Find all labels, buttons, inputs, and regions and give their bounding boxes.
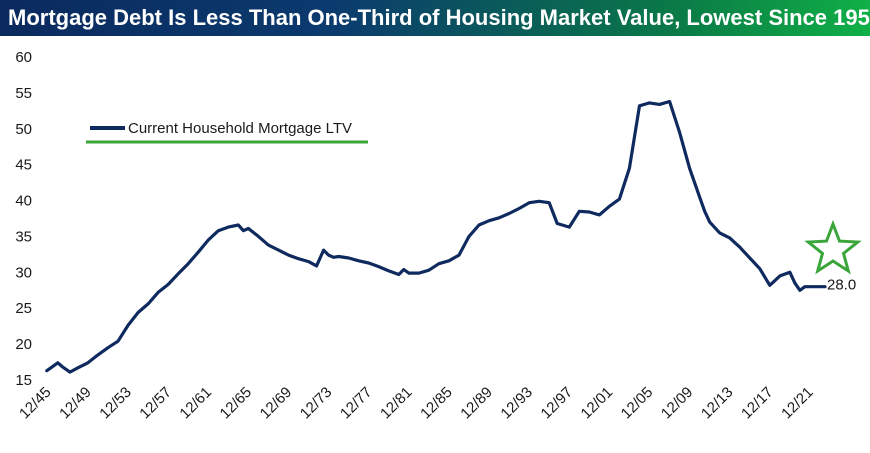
series-group (45, 99, 827, 374)
x-tick-label: 12/05 (618, 384, 657, 423)
x-tick-label: 12/09 (658, 384, 697, 423)
chart-title: Mortgage Debt Is Less Than One-Third of … (0, 0, 870, 36)
x-tick-label: 12/01 (578, 384, 617, 423)
y-tick-label: 45 (15, 157, 32, 174)
x-tick-label: 12/17 (738, 384, 777, 423)
x-tick-label: 12/65 (217, 384, 256, 423)
y-tick-label: 20 (15, 336, 32, 353)
x-axis: 12/45 12/49 12/53 12/57 12/61 12/65 12/69 12/73… (16, 384, 817, 423)
y-tick-label: 35 (15, 228, 32, 245)
x-tick-label: 12/69 (257, 384, 296, 423)
star-icon (804, 219, 862, 275)
x-tick-label: 12/61 (176, 384, 215, 423)
series-line (45, 99, 827, 374)
x-tick-label: 12/53 (96, 384, 135, 423)
x-tick-label: 12/85 (417, 384, 456, 423)
y-tick-label: 25 (15, 300, 32, 317)
x-tick-label: 12/89 (457, 384, 496, 423)
legend: Current Household Mortgage LTV (86, 120, 368, 144)
x-tick-label: 12/13 (698, 384, 737, 423)
end-value-label: 28.0 (827, 277, 856, 294)
x-tick-label: 12/21 (778, 384, 817, 423)
y-tick-label: 55 (15, 85, 32, 102)
x-tick-label: 12/45 (16, 384, 55, 423)
x-tick-label: 12/57 (136, 384, 175, 423)
x-tick-label: 12/73 (297, 384, 336, 423)
y-tick-label: 15 (15, 372, 32, 389)
y-tick-label: 40 (15, 193, 32, 210)
legend-label: Current Household Mortgage LTV (128, 120, 352, 137)
x-tick-label: 12/93 (497, 384, 536, 423)
x-tick-label: 12/49 (56, 384, 95, 423)
x-tick-label: 12/97 (538, 384, 577, 423)
y-tick-label: 30 (15, 264, 32, 281)
x-tick-label: 12/77 (337, 384, 376, 423)
y-tick-label: 60 (15, 49, 32, 66)
y-axis: 15 20 25 30 35 40 45 50 55 60 (15, 49, 32, 389)
y-tick-label: 50 (15, 121, 32, 138)
x-tick-label: 12/81 (377, 384, 416, 423)
